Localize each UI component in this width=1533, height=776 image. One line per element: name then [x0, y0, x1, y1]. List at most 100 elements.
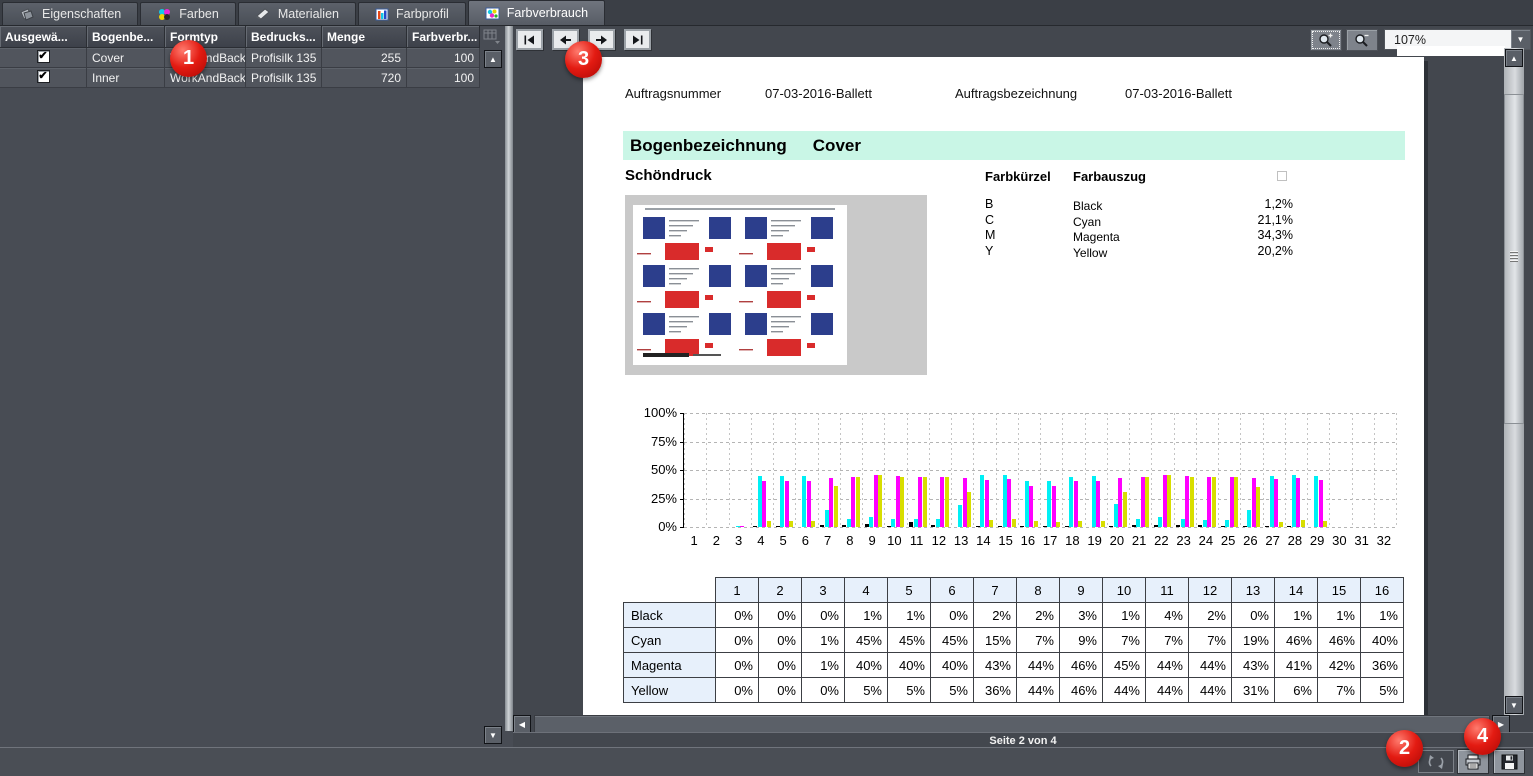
zone-cell: 1% — [1318, 603, 1361, 628]
chart-bar-cyan — [758, 476, 762, 527]
table-row[interactable]: ✔InnerWorkAndBackProfisilk 135720100 — [0, 68, 505, 88]
column-header-bogenbezeichnung[interactable]: Bogenbe... — [87, 26, 165, 48]
refresh-button[interactable] — [1418, 750, 1454, 773]
chart-bar-magenta — [1074, 481, 1078, 527]
chart-gridline-v — [973, 413, 974, 527]
chart-bar-magenta — [1185, 476, 1189, 527]
column-header-bedruckstoff[interactable]: Bedrucks... — [246, 26, 322, 48]
sheet-list-scroll-down-button[interactable]: ▼ — [484, 726, 502, 744]
zone-cell: 0% — [802, 603, 845, 628]
preview-scroll-down-button[interactable]: ▼ — [1505, 696, 1523, 714]
zoom-out-button[interactable] — [1346, 29, 1378, 51]
preview-horizontal-scroll-thumb[interactable] — [534, 715, 1490, 733]
chevron-down-icon[interactable]: ▼ — [1511, 30, 1530, 49]
colors-icon — [157, 8, 172, 21]
zone-cell: 0% — [716, 653, 759, 678]
zone-column-header: 2 — [759, 578, 802, 603]
chart-gridline-h — [684, 527, 1396, 528]
zone-column-header: 9 — [1060, 578, 1103, 603]
tab-eigenschaften[interactable]: Eigenschaften — [2, 2, 138, 25]
refresh-icon — [1426, 754, 1446, 770]
chart-bar-black — [931, 525, 935, 527]
separation-col2-header: Farbauszug — [1073, 169, 1146, 184]
column-header-farbverbrauch[interactable]: Farbverbr... — [407, 26, 480, 48]
chart-bar-black — [887, 526, 891, 527]
column-header-ausgewaehlt[interactable]: Ausgewä... — [0, 26, 87, 48]
chart-x-tick-label: 15 — [994, 533, 1017, 548]
chart-bar-magenta — [1163, 475, 1167, 527]
chart-bar-black — [909, 522, 913, 527]
chart-gridline-v — [884, 413, 885, 527]
zone-cell: 7% — [1189, 628, 1232, 653]
tab-farbprofil[interactable]: Farbprofil — [358, 2, 466, 25]
last-page-button[interactable] — [624, 29, 651, 50]
zone-cell: 0% — [1232, 603, 1275, 628]
chart-bar-black — [1198, 525, 1202, 527]
chart-gridline-v — [1218, 413, 1219, 527]
chart-x-tick-label: 20 — [1105, 533, 1128, 548]
preview-vertical-scrollbar[interactable] — [1504, 48, 1524, 715]
zoom-out-icon — [1354, 33, 1370, 47]
chart-bar-black — [998, 526, 1002, 527]
tab-materialien[interactable]: Materialien — [238, 2, 356, 25]
chart-gridline-v — [795, 413, 796, 527]
tab-farben[interactable]: Farben — [140, 2, 236, 25]
panel-splitter[interactable] — [505, 26, 513, 731]
column-header-menge[interactable]: Menge — [322, 26, 407, 48]
chart-gridline-v — [1352, 413, 1353, 527]
zoom-in-button[interactable] — [1310, 29, 1342, 51]
zone-cell: 4% — [1146, 603, 1189, 628]
zone-cell: 19% — [1232, 628, 1275, 653]
chart-bar-yellow — [1301, 520, 1305, 527]
zone-column-header: 11 — [1146, 578, 1189, 603]
sheet-section-value: Cover — [813, 136, 861, 155]
chart-bar-magenta — [1096, 481, 1100, 527]
chart-bar-black — [1020, 526, 1024, 527]
row-checkbox[interactable]: ✔ — [37, 50, 50, 63]
order-name-value: 07-03-2016-Ballett — [1125, 86, 1232, 101]
row-checkbox[interactable]: ✔ — [37, 70, 50, 83]
sheet-list-scroll-up-button[interactable]: ▲ — [484, 50, 502, 68]
chart-bar-cyan — [1314, 476, 1318, 527]
zone-cell: 46% — [1318, 628, 1361, 653]
column-chooser-icon[interactable] — [483, 29, 501, 45]
chart-bar-black — [1265, 526, 1269, 527]
zone-cell: 5% — [931, 678, 974, 703]
chart-x-tick-label: 21 — [1128, 533, 1151, 548]
chart-gridline-v — [1107, 413, 1108, 527]
chart-x-tick-label: 32 — [1372, 533, 1395, 548]
materials-icon — [255, 8, 271, 20]
chart-gridline-v — [929, 413, 930, 527]
zone-cell: 0% — [716, 628, 759, 653]
zone-row-label: Magenta — [624, 653, 716, 678]
chart-bar-cyan — [802, 476, 806, 527]
zone-cell: 0% — [802, 678, 845, 703]
preview-scroll-left-button[interactable]: ◀ — [513, 715, 531, 733]
preview-scroll-up-button[interactable]: ▲ — [1505, 49, 1523, 67]
zone-cell: 44% — [1017, 653, 1060, 678]
preview-vertical-scroll-thumb[interactable] — [1504, 94, 1524, 424]
chart-bar-cyan — [1114, 504, 1118, 527]
chart-x-tick-label: 19 — [1083, 533, 1106, 548]
chart-bar-cyan — [1292, 475, 1296, 527]
chart-bar-cyan — [1158, 517, 1162, 527]
zone-cell: 7% — [1146, 628, 1189, 653]
zone-cell: 1% — [802, 628, 845, 653]
zone-column-header: 13 — [1232, 578, 1275, 603]
chart-bar-cyan — [1270, 476, 1274, 527]
chart-x-tick-label: 16 — [1016, 533, 1039, 548]
chart-bar-magenta — [963, 478, 967, 527]
table-row[interactable]: ✔CoverWorkAndBackProfisilk 135255100 — [0, 48, 505, 68]
separation-code: C — [985, 213, 994, 227]
chart-bar-yellow — [1212, 477, 1216, 527]
tab-farbverbrauch[interactable]: Farbverbrauch — [468, 0, 605, 25]
chart-bar-magenta — [762, 481, 766, 527]
zone-row-label: Black — [624, 603, 716, 628]
chart-bar-magenta — [918, 477, 922, 527]
chart-gridline-v — [951, 413, 952, 527]
zone-cell: 1% — [1361, 603, 1404, 628]
save-button[interactable] — [1493, 749, 1525, 774]
zone-column-header: 4 — [845, 578, 888, 603]
zone-cell: 0% — [759, 628, 802, 653]
first-page-button[interactable] — [516, 29, 543, 50]
